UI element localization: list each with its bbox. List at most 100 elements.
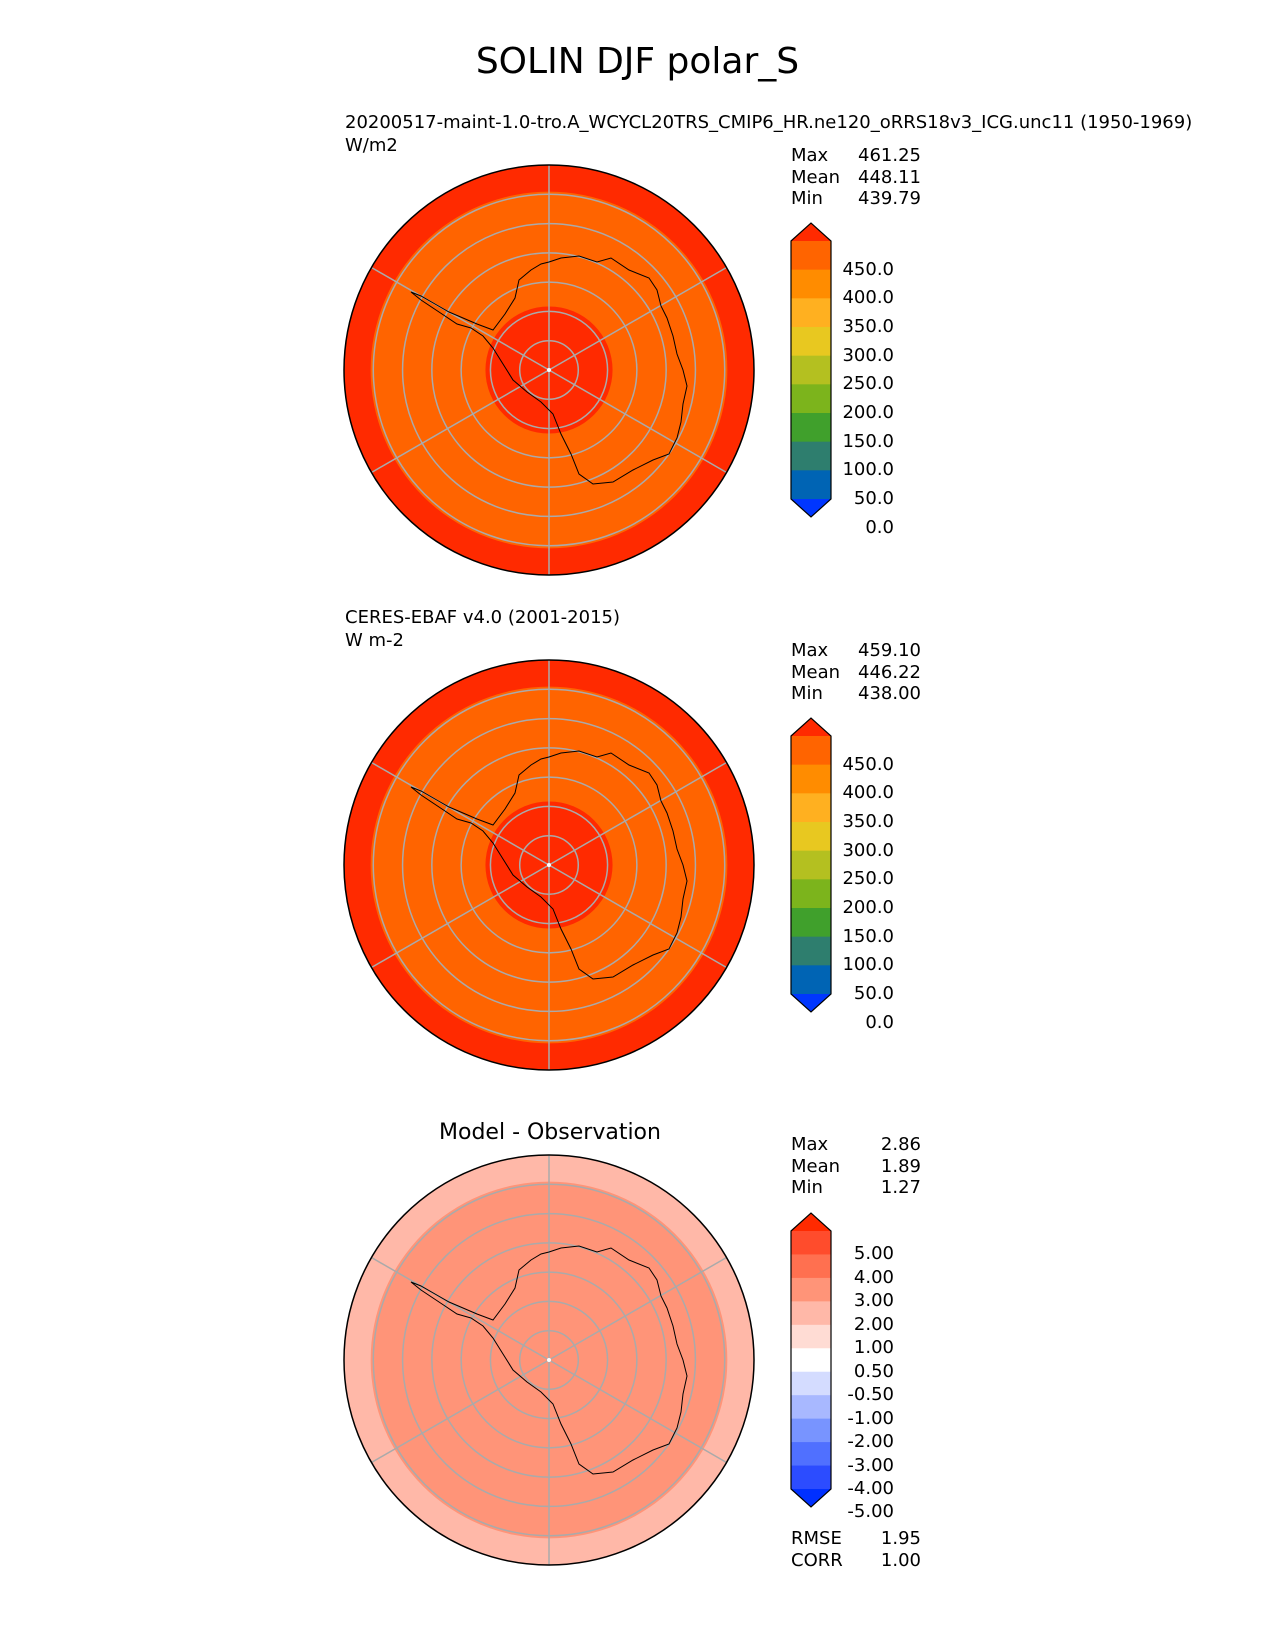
colorbar-tick-label: 0.0 — [865, 516, 894, 538]
colorbar-segment — [791, 850, 831, 880]
stat-min-value: 438.00 — [858, 683, 921, 704]
colorbar-tick-label: 3.00 — [853, 1290, 894, 1312]
colorbar-extend-max — [791, 1213, 831, 1231]
stat-mean-label: Mean — [791, 166, 841, 188]
colorbar-segment — [791, 1465, 831, 1490]
colorbar-tick-label: -2.00 — [847, 1431, 894, 1453]
meridian-gridline — [548, 761, 727, 866]
panel-3-title: Model - Observation — [439, 1120, 661, 1145]
colorbar-segment — [791, 936, 831, 966]
colorbar-segment — [791, 1395, 831, 1420]
colorbar-tick-label: -3.00 — [847, 1454, 894, 1476]
colorbar-tick-label: 1.00 — [853, 1337, 894, 1359]
colorbar-tick-label: 450.0 — [842, 258, 894, 280]
colorbar-tick-label: -4.00 — [847, 1478, 894, 1499]
colorbar-segment — [791, 1301, 831, 1326]
map-boundary — [343, 659, 755, 1071]
colorbar-segment — [791, 470, 831, 500]
colorbar-tick-label: 2.00 — [853, 1313, 894, 1335]
panel-2-stats: Max 459.10 Mean 446.22 Min 438.00 — [791, 640, 921, 705]
colorbar-segment — [791, 1371, 831, 1396]
colorbar-outline — [790, 222, 832, 518]
stat-min-label: Min — [791, 1177, 823, 1198]
colorbar-segment — [791, 355, 831, 385]
meridian-gridline — [548, 1256, 727, 1361]
stat-min-value: 439.79 — [858, 188, 921, 209]
colorbar-tick-label: -1.00 — [847, 1407, 894, 1429]
panel-1-colorbar — [790, 222, 832, 518]
colorbar-segment — [791, 1442, 831, 1467]
colorbar-extend-min — [791, 994, 831, 1012]
panel-3-scores: RMSE 1.95 CORR 1.00 — [791, 1528, 921, 1571]
figure-title: SOLIN DJF polar_S — [475, 41, 800, 82]
panel-1-stats: Max 461.25 Mean 448.11 Min 439.79 — [791, 145, 921, 210]
meridian-gridline — [548, 266, 727, 371]
colorbar-tick-label: 5.00 — [853, 1243, 894, 1265]
meridian-gridline — [371, 1256, 550, 1361]
panel-3-stats: Max 2.86 Mean 1.89 Min 1.27 — [791, 1134, 921, 1199]
colorbar-extend-max — [791, 223, 831, 241]
panel-2-title: CERES-EBAF v4.0 (2001-2015) — [345, 607, 621, 628]
panel-3-colorbar — [790, 1212, 832, 1508]
colorbar-tick-label: 100.0 — [842, 459, 894, 481]
south-pole-marker — [547, 1358, 551, 1362]
panel-2-units: W m-2 — [345, 630, 405, 651]
stat-mean-label: Mean — [791, 1155, 841, 1177]
stat-max-value: 459.10 — [858, 640, 921, 661]
meridian-gridline — [371, 266, 550, 371]
colorbar-tick-label: 200.0 — [842, 897, 894, 918]
colorbar-segment — [791, 879, 831, 909]
colorbar-segment — [791, 241, 831, 271]
panel-3-map — [343, 1154, 755, 1566]
map-boundary — [343, 1154, 755, 1566]
corr-label: CORR — [791, 1549, 843, 1571]
stat-min-label: Min — [791, 188, 823, 209]
stat-max-label: Max — [791, 145, 829, 166]
panel-3-colorbar-labels: 5.00 4.00 3.00 2.00 1.00 0.50 -0.50 -1.00 -2.00-… — [820, 0, 894, 1650]
colorbar-tick-label: 300.0 — [842, 344, 894, 366]
colorbar-segment — [791, 1348, 831, 1373]
antarctica-coastline — [410, 1245, 688, 1475]
meridian-gridline — [371, 864, 550, 969]
colorbar-segment — [791, 1324, 831, 1349]
colorbar-tick-label: 150.0 — [842, 430, 894, 452]
colorbar-tick-label: 400.0 — [842, 782, 894, 804]
colorbar-tick-label: 350.0 — [842, 316, 894, 337]
colorbar-segment — [791, 1277, 831, 1302]
panel-1-colorbar-labels: 450.0 400.0 350.0 300.0 250.0 200.0 150.0 100.0… — [820, 0, 894, 1650]
colorbar-tick-label: 450.0 — [842, 753, 894, 775]
colorbar-tick-label: 250.0 — [842, 868, 894, 890]
stat-mean-value: 1.89 — [880, 1155, 921, 1177]
colorbar-segment — [791, 298, 831, 328]
panel-1-units: W/m2 — [345, 135, 398, 156]
colorbar-segment — [791, 736, 831, 766]
colorbar-tick-label: 150.0 — [842, 925, 894, 947]
colorbar-segment — [791, 822, 831, 852]
rmse-value: 1.95 — [880, 1528, 921, 1549]
colorbar-extend-min — [791, 499, 831, 517]
colorbar-segment — [791, 793, 831, 823]
meridian-gridline — [371, 369, 550, 474]
colorbar-segment — [791, 413, 831, 443]
meridian-gridline — [548, 369, 727, 474]
colorbar-tick-label: 300.0 — [842, 839, 894, 861]
colorbar-tick-label: 100.0 — [842, 954, 894, 976]
colorbar-segment — [791, 1254, 831, 1279]
colorbar-tick-label: 50.0 — [853, 983, 894, 1004]
colorbar-segment — [791, 327, 831, 357]
stat-max-value: 2.86 — [880, 1134, 921, 1155]
colorbar-tick-label: 250.0 — [842, 373, 894, 395]
colorbar-extend-min — [791, 1489, 831, 1507]
colorbar-segment — [791, 269, 831, 299]
south-pole-marker — [547, 368, 551, 372]
stat-max-label: Max — [791, 640, 829, 661]
meridian-gridline — [548, 1359, 727, 1464]
colorbar-segment — [791, 1231, 831, 1255]
rmse-label: RMSE — [791, 1528, 842, 1549]
stat-min-label: Min — [791, 683, 823, 704]
colorbar-outline — [790, 1212, 832, 1508]
panel-2-colorbar-labels: 450.0 400.0 350.0 300.0 250.0 200.0 150.0 100.0… — [820, 0, 894, 1650]
panel-2-map — [343, 659, 755, 1071]
stat-mean-label: Mean — [791, 661, 841, 683]
antarctica-coastline — [410, 750, 688, 980]
